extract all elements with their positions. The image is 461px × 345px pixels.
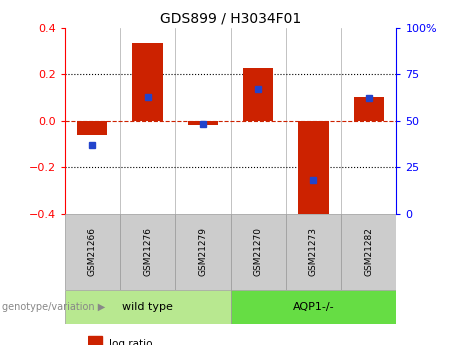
Bar bbox=[354, 97, 384, 121]
Text: GSM21273: GSM21273 bbox=[309, 227, 318, 276]
Bar bbox=[341, 214, 396, 290]
Text: wild type: wild type bbox=[122, 302, 173, 312]
Bar bbox=[298, 121, 329, 223]
Bar bbox=[88, 336, 101, 345]
Bar bbox=[77, 121, 107, 135]
Bar bbox=[175, 214, 230, 290]
Text: genotype/variation ▶: genotype/variation ▶ bbox=[2, 302, 106, 312]
Text: GSM21266: GSM21266 bbox=[88, 227, 97, 276]
Bar bbox=[120, 214, 175, 290]
Bar bbox=[230, 214, 286, 290]
Bar bbox=[65, 214, 120, 290]
Text: log ratio: log ratio bbox=[108, 339, 152, 345]
Text: GSM21276: GSM21276 bbox=[143, 227, 152, 276]
Bar bbox=[230, 290, 396, 324]
Text: GSM21279: GSM21279 bbox=[198, 227, 207, 276]
Bar bbox=[65, 290, 230, 324]
Text: AQP1-/-: AQP1-/- bbox=[293, 302, 334, 312]
Text: GSM21270: GSM21270 bbox=[254, 227, 263, 276]
Bar bbox=[132, 43, 163, 121]
Title: GDS899 / H3034F01: GDS899 / H3034F01 bbox=[160, 11, 301, 25]
Bar bbox=[243, 68, 273, 121]
Bar bbox=[286, 214, 341, 290]
Bar bbox=[188, 121, 218, 125]
Text: GSM21282: GSM21282 bbox=[364, 227, 373, 276]
